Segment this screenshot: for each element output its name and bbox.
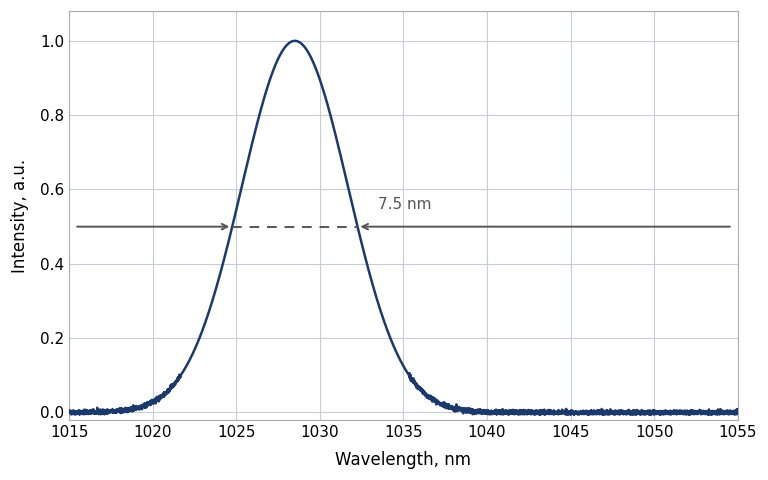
X-axis label: Wavelength, nm: Wavelength, nm [336, 451, 472, 469]
Y-axis label: Intensity, a.u.: Intensity, a.u. [11, 158, 29, 273]
Text: 7.5 nm: 7.5 nm [379, 197, 432, 212]
